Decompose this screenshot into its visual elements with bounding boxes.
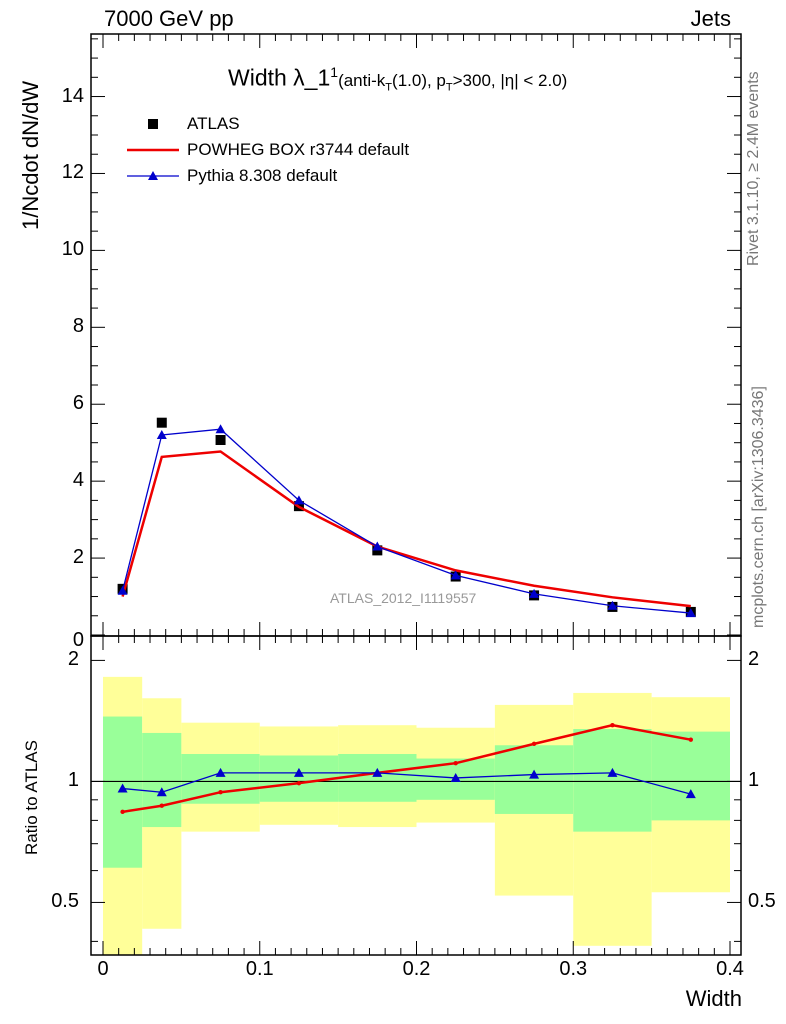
ratio-uncertainty-bands [103,676,730,955]
pythia-ratio-point [529,769,540,779]
pythia-data-point [293,495,304,505]
ratio-y-tick-label-right: 1 [748,769,760,792]
ratio-y-axis-label: Ratio to ATLAS [22,740,41,855]
data-series [117,417,696,815]
powheg-ratio-point [453,760,458,766]
legend-atlas-marker [148,119,158,129]
ratio-y-tick-label: 2 [67,648,79,671]
band-green-4 [338,754,417,802]
pythia-ratio-point [372,767,383,777]
main-y-tick-label: 0 [72,629,84,651]
legend [127,119,179,180]
pythia-data-point [607,600,618,610]
title-detail: (anti-kT(1.0), pT>300, |η| < 2.0) [338,70,568,94]
ratio-y-tick-label: 1 [67,769,79,792]
pythia-ratio-point [607,767,618,777]
pythia-ratio-point [215,767,226,777]
x-tick-label: 0.2 [402,958,431,980]
header-left: 7000 GeV pp [104,6,234,31]
main-series-line-1 [121,450,691,608]
pythia-ratio-point [685,789,696,799]
band-green-6 [494,745,574,814]
main-y-axis-label: 1/Ncdot dN/dW [18,80,43,230]
main-series-line-2 [121,428,691,614]
powheg-ratio-point [531,741,537,747]
band-green-8 [651,731,730,821]
legend-label-0: ATLAS [187,114,240,133]
rivet-version-text: Rivet 3.1.10, ≥ 2.4M events [745,71,762,266]
powheg-ratio-point [218,790,223,795]
atlas-data-point [156,417,167,428]
watermark: ATLAS_2012_I1119557 [330,590,477,606]
pythia-data-point [450,570,461,580]
tick-marks [91,34,741,955]
band-green-2 [181,754,260,804]
legend-label-2: Pythia 8.308 default [187,166,338,185]
main-plot-title: Width λ_11(anti-kT(1.0), pT>300, |η| < 2… [228,64,567,93]
pythia-data-point [529,588,540,598]
pythia-ratio-point [117,783,128,793]
main-y-tick-label: 12 [61,161,84,184]
ratio-y-tick-label-right: 2 [748,648,760,671]
x-tick-label: 0.3 [559,958,588,980]
x-axis-label: Width [685,986,742,1011]
main-y-tick-label: 2 [72,546,84,569]
header-right: Jets [690,6,731,31]
main-y-tick-label: 10 [61,238,84,261]
title-main: Width λ_1 [228,64,331,91]
pythia-data-point [685,608,696,618]
pythia-data-point [117,585,128,595]
main-y-tick-label: 6 [72,392,84,415]
x-tick-label: 0.1 [245,958,274,980]
powheg-ratio-point [610,722,615,728]
powheg-ratio-point [296,780,302,786]
main-y-tick-label: 4 [72,469,84,492]
powheg-ratio-point [159,803,164,808]
main-y-tick-label: 14 [61,84,84,107]
pythia-data-point [156,430,167,439]
main-y-tick-label: 8 [72,315,84,338]
x-tick-label: 0.4 [716,958,744,980]
powheg-ratio-point [688,737,694,742]
mcplots-reference-text: mcplots.cern.ch [arXiv:1306.3436] [750,386,767,628]
atlas-data-point [215,435,226,445]
title-sup: 1 [330,64,339,80]
pythia-data-point [372,541,383,551]
legend-label-1: POWHEG BOX r3744 default [187,140,410,159]
ratio-y-tick-label-right: 0.5 [748,890,776,913]
x-tick-label: 0 [97,958,109,980]
powheg-ratio-point [120,809,125,815]
legend-pythia-marker [148,171,158,180]
ratio-y-tick-label: 0.5 [51,890,79,913]
pythia-data-point [215,424,226,434]
pythia-ratio-point [293,767,304,777]
pythia-ratio-point [156,787,167,797]
pythia-ratio-point [450,772,461,782]
band-green-1 [142,732,182,828]
